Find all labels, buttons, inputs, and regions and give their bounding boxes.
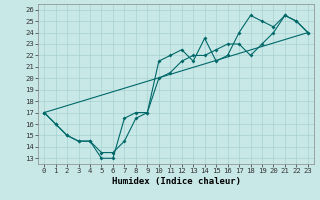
X-axis label: Humidex (Indice chaleur): Humidex (Indice chaleur) [111, 177, 241, 186]
